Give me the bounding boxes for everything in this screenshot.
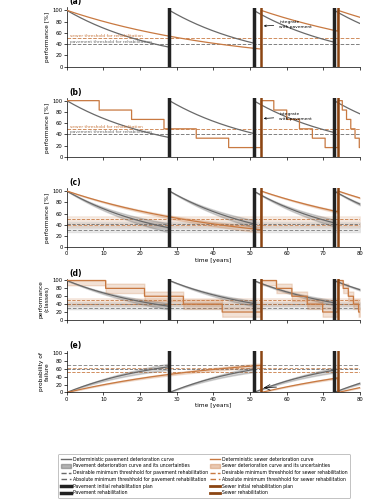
Text: (d): (d) — [70, 268, 82, 278]
Text: integrate
with pavement: integrate with pavement — [265, 20, 312, 28]
Text: pavement threshold for rehabilitation: pavement threshold for rehabilitation — [70, 40, 152, 44]
Text: integrate
with pavement: integrate with pavement — [265, 112, 312, 120]
Y-axis label: performance
(classes): performance (classes) — [39, 280, 50, 318]
Text: sewer threshold for rehabilitation: sewer threshold for rehabilitation — [70, 124, 143, 128]
Text: (c): (c) — [70, 178, 81, 187]
Text: pavement threshold for rehabilitation: pavement threshold for rehabilitation — [70, 130, 152, 134]
Legend: Deterministic pavement deterioration curve, Pavement deterioration curve and its: Deterministic pavement deterioration cur… — [58, 454, 350, 498]
X-axis label: time [years]: time [years] — [195, 403, 232, 408]
Text: (a): (a) — [70, 0, 82, 6]
Text: (e): (e) — [70, 342, 82, 350]
Text: sewer threshold for rehabilitation: sewer threshold for rehabilitation — [70, 34, 143, 38]
Y-axis label: performance [%]: performance [%] — [45, 102, 50, 152]
Y-axis label: probability of
failure: probability of failure — [39, 352, 50, 392]
Y-axis label: performance [%]: performance [%] — [45, 192, 50, 243]
X-axis label: time [years]: time [years] — [195, 258, 232, 263]
Text: (b): (b) — [70, 88, 82, 96]
Y-axis label: performance [%]: performance [%] — [45, 12, 50, 62]
